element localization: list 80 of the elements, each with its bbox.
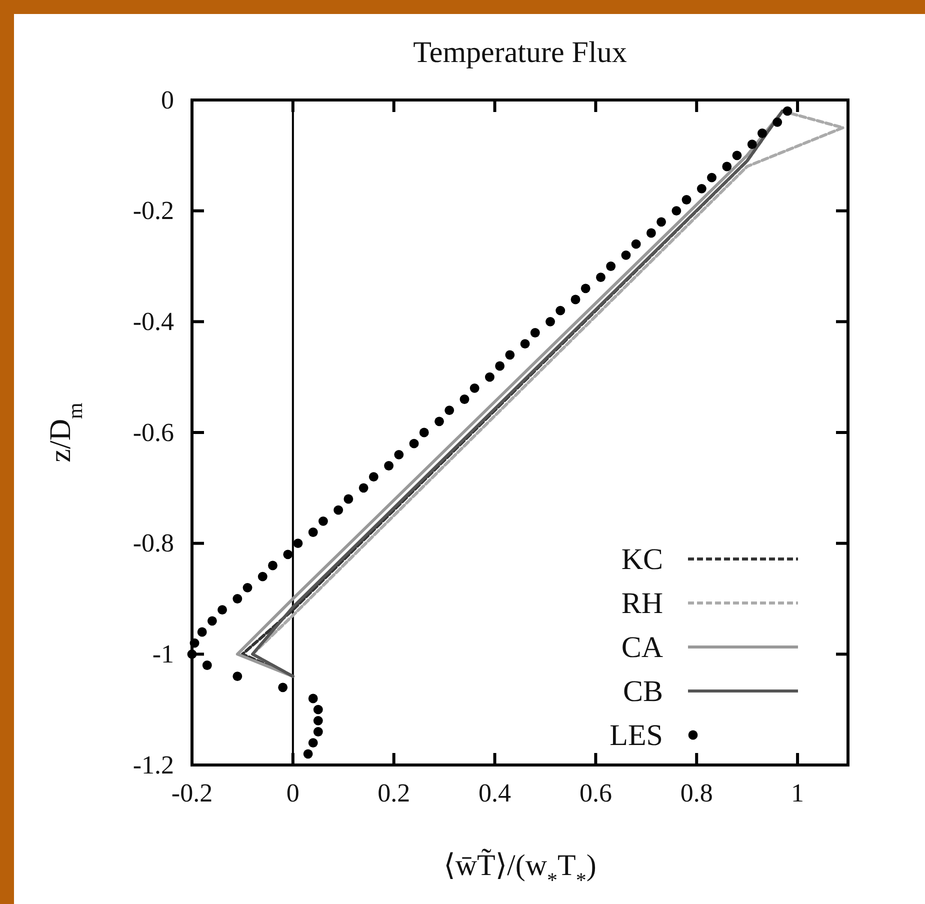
point	[530, 328, 540, 338]
point	[606, 262, 616, 271]
point	[772, 117, 782, 127]
y-tick-label: -1	[152, 639, 174, 668]
point	[672, 206, 682, 216]
point	[495, 361, 505, 371]
point	[485, 372, 494, 382]
point	[313, 716, 323, 726]
point	[258, 572, 268, 582]
point	[782, 106, 792, 116]
point	[368, 472, 378, 482]
point	[722, 162, 732, 172]
x-axis-title: ⟨w̄T̃⟩/(w$_{*}$T$_{*}$)	[444, 848, 596, 892]
x-tick-label: 0	[286, 778, 300, 808]
point	[358, 483, 368, 493]
legend-label: LES	[610, 719, 663, 752]
y-tick-label: -0.6	[132, 418, 174, 447]
point	[707, 172, 716, 182]
point	[218, 605, 227, 615]
point	[190, 638, 200, 648]
y-tick-label: 0	[161, 85, 174, 114]
y-tick-label: -0.8	[132, 528, 174, 558]
point	[334, 505, 344, 515]
point	[308, 694, 318, 704]
x-tick-label: 0.4	[478, 778, 512, 808]
point	[460, 394, 470, 404]
point	[757, 128, 767, 138]
y-tick-label: -1.2	[132, 750, 174, 780]
legend-label: KC	[621, 543, 663, 576]
x-tick-label: 0.8	[680, 778, 713, 808]
x-tick-label: 0.6	[579, 778, 612, 808]
point	[505, 350, 515, 360]
point	[444, 406, 454, 416]
point	[313, 727, 323, 736]
point	[394, 450, 404, 460]
point	[631, 239, 641, 249]
point	[520, 339, 530, 349]
point	[293, 538, 303, 548]
point	[580, 284, 590, 294]
point	[556, 306, 566, 316]
point	[308, 738, 318, 748]
x-tick-label: 1	[791, 778, 804, 808]
point	[596, 272, 606, 282]
point	[434, 416, 444, 426]
legend-label: RH	[621, 587, 663, 620]
point	[419, 428, 429, 438]
point	[656, 217, 666, 227]
point	[187, 649, 197, 659]
point	[202, 660, 212, 670]
y-tick-label: -0.4	[132, 306, 174, 336]
point	[546, 316, 555, 326]
point	[303, 749, 313, 759]
point	[696, 184, 706, 194]
point	[278, 682, 288, 692]
point	[732, 150, 742, 160]
point	[318, 516, 328, 526]
point	[747, 140, 757, 150]
point	[232, 594, 242, 604]
legend-label: CB	[622, 675, 663, 708]
point	[682, 195, 692, 204]
point	[308, 528, 318, 537]
point	[646, 228, 656, 238]
point	[313, 704, 323, 714]
y-tick-label: -0.2	[132, 196, 174, 226]
x-tick-label: 0.2	[378, 778, 410, 808]
point	[409, 438, 419, 448]
point	[242, 582, 252, 592]
legend-label: CA	[621, 631, 664, 664]
point	[570, 294, 580, 304]
x-tick-label: -0.2	[171, 778, 213, 808]
point	[621, 250, 631, 260]
point	[268, 560, 278, 570]
point	[344, 494, 354, 504]
chart-title: Temperature Flux	[413, 36, 627, 69]
point	[197, 627, 207, 637]
point	[207, 616, 217, 626]
point	[384, 461, 394, 470]
point	[470, 383, 480, 393]
point	[232, 672, 242, 682]
point	[283, 550, 293, 560]
